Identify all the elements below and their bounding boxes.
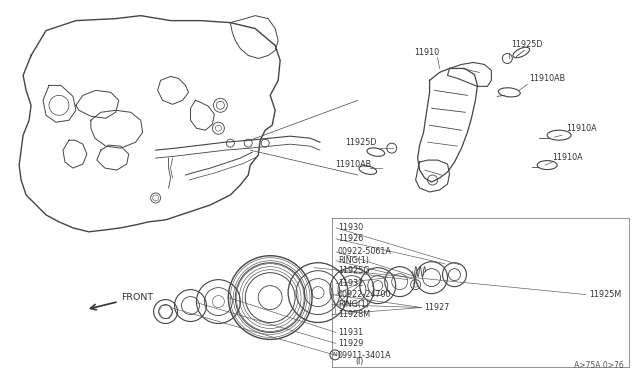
Text: 11930: 11930 <box>338 223 363 232</box>
Text: 00922-24700: 00922-24700 <box>338 290 392 299</box>
Text: 11910AB: 11910AB <box>335 160 371 169</box>
Text: RING(1): RING(1) <box>338 256 369 265</box>
Text: 11910A: 11910A <box>566 124 596 133</box>
Text: 11910: 11910 <box>415 48 440 57</box>
Text: 11910A: 11910A <box>552 153 583 161</box>
Text: 11926: 11926 <box>338 234 363 243</box>
Text: 11925G: 11925G <box>338 266 369 275</box>
Text: RING(1): RING(1) <box>338 300 369 309</box>
Text: 11928M: 11928M <box>338 310 370 319</box>
Text: (I): (I) <box>356 357 364 366</box>
Text: 11929: 11929 <box>338 339 364 348</box>
Text: 11927: 11927 <box>424 303 450 312</box>
Text: 11925D: 11925D <box>345 138 376 147</box>
Text: N: N <box>333 352 337 357</box>
Text: 00922-5061A: 00922-5061A <box>338 247 392 256</box>
Text: 11932: 11932 <box>338 279 363 288</box>
Text: 11925M: 11925M <box>589 290 621 299</box>
Text: 11931: 11931 <box>338 328 363 337</box>
Text: A>75A 0>76: A>75A 0>76 <box>574 361 624 370</box>
Text: 09911-3401A: 09911-3401A <box>338 351 392 360</box>
Text: 11925D: 11925D <box>511 40 543 49</box>
Text: 11910AB: 11910AB <box>529 74 565 83</box>
Text: FRONT: FRONT <box>121 293 153 302</box>
